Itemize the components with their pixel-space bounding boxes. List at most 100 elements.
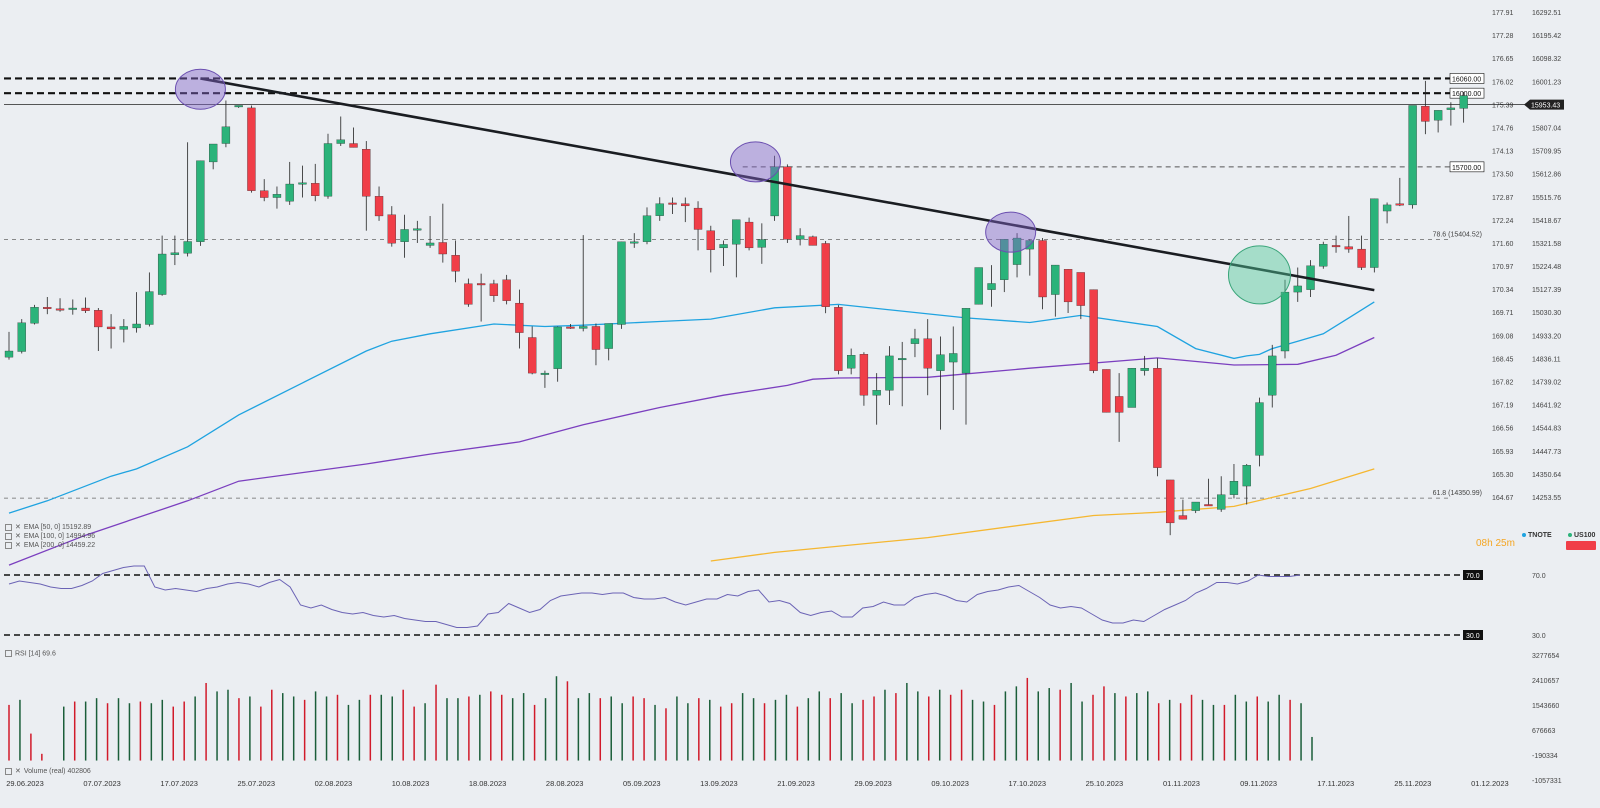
candle-body	[732, 219, 741, 245]
annotation-circle	[174, 68, 226, 110]
candle-body	[795, 235, 805, 240]
left-axis-tick: 170.34	[1492, 287, 1514, 294]
candle-body	[285, 183, 294, 202]
x-axis-tick: 29.09.2023	[854, 779, 892, 788]
level-label: 16060.00	[1452, 76, 1481, 83]
close-icon[interactable]: ✕	[15, 768, 21, 775]
candle-body	[553, 326, 562, 369]
x-axis-tick: 01.11.2023	[1163, 779, 1200, 788]
left-axis-tick: 172.87	[1492, 195, 1514, 202]
left-axis-tick: 172.24	[1492, 218, 1514, 225]
tnote-dot-icon	[1522, 533, 1526, 538]
right-axis-tick: 16001.23	[1532, 79, 1561, 86]
candle-body	[1076, 272, 1085, 306]
candle-body	[68, 307, 77, 310]
level-label: 15700.00	[1452, 165, 1481, 172]
rsi-label-text: RSI [14] 69.6	[15, 650, 56, 658]
candle-body	[323, 143, 333, 197]
candle-body	[1370, 198, 1379, 268]
volume-axis-tick: -190334	[1532, 753, 1558, 760]
candle-body	[744, 221, 754, 249]
rsi-line	[8, 565, 1301, 628]
left-axis-tick: 176.02	[1492, 79, 1514, 86]
legend-volume[interactable]: ✕ Volume (real) 402806	[5, 767, 91, 775]
left-axis-tick: 171.60	[1492, 241, 1514, 248]
candle-body	[783, 166, 792, 240]
legend-checkbox-icon[interactable]	[5, 650, 12, 657]
candle-body	[1178, 515, 1188, 520]
legend-checkbox-icon[interactable]	[5, 767, 12, 775]
left-axis-tick: 177.28	[1492, 33, 1514, 40]
candle-body	[579, 326, 588, 329]
candle-body	[196, 160, 205, 242]
close-icon[interactable]: ✕	[15, 533, 21, 540]
candle-body	[1331, 245, 1341, 248]
left-axis-tick: 166.56	[1492, 426, 1514, 433]
symbol-color-badge[interactable]	[1566, 541, 1596, 550]
candle-body	[17, 322, 26, 352]
right-axis-tick: 15030.30	[1532, 310, 1561, 317]
x-axis-tick: 18.08.2023	[469, 779, 507, 788]
candle-body	[808, 236, 818, 246]
legend-checkbox-icon[interactable]	[5, 532, 12, 540]
level-label: 78.6 (15404.52)	[1433, 231, 1482, 238]
candle-body	[438, 242, 447, 255]
right-axis-tick: 14933.20	[1532, 333, 1561, 340]
candle-body	[923, 338, 932, 369]
candle-body	[4, 350, 14, 358]
candle-body	[170, 252, 180, 255]
right-axis-panel	[1490, 0, 1600, 803]
candle-body	[591, 326, 601, 350]
candle-body	[1433, 110, 1443, 121]
right-axis-tick: 16098.32	[1532, 56, 1561, 63]
candle-body	[464, 283, 473, 305]
candle-body	[566, 326, 575, 329]
right-axis-tick: 15709.95	[1532, 149, 1561, 156]
candle-body	[515, 302, 524, 333]
x-axis-tick: 09.11.2023	[1240, 779, 1277, 788]
left-axis-tick: 176.65	[1492, 56, 1514, 63]
legend-checkbox-icon[interactable]	[5, 523, 12, 531]
close-icon[interactable]: ✕	[15, 524, 21, 531]
candle-body	[1114, 396, 1124, 413]
candle-body	[834, 307, 843, 371]
right-axis-tick: 15418.67	[1532, 218, 1561, 225]
right-axis-tick: 14447.73	[1532, 449, 1561, 456]
left-axis-tick: 169.71	[1492, 310, 1514, 317]
annotation-circle	[729, 141, 781, 183]
rsi-level-tag	[1463, 630, 1483, 640]
legend-ema100[interactable]: ✕ EMA [100, 0] 14994.96	[5, 532, 95, 540]
legend-ema50[interactable]: ✕ EMA [50, 0] 15192.89	[5, 523, 91, 531]
symbol-tnote[interactable]: TNOTE	[1522, 532, 1552, 539]
candle-body	[681, 203, 690, 207]
candle-body	[1140, 368, 1149, 371]
x-axis-tick: 07.07.2023	[83, 779, 121, 788]
candle-body	[885, 355, 894, 391]
candle-body	[221, 126, 231, 144]
candle-body	[872, 390, 881, 396]
candle-body	[106, 326, 116, 330]
legend-checkbox-icon[interactable]	[5, 541, 12, 549]
candle-body	[260, 190, 269, 198]
candle-body	[362, 149, 371, 197]
candle-body	[1229, 481, 1239, 495]
candle-body	[183, 241, 192, 254]
candle-body	[1446, 107, 1456, 110]
legend-rsi[interactable]: RSI [14] 69.6	[5, 650, 56, 657]
symbol-us100[interactable]: US100	[1568, 532, 1595, 539]
candle-body	[847, 355, 856, 369]
candle-body	[247, 107, 256, 191]
legend-ema200[interactable]: ✕ EMA [200, 0] 14459.22	[5, 541, 95, 549]
rsi-level-label: 30.0	[1466, 633, 1480, 640]
left-axis-tick: 168.45	[1492, 356, 1514, 363]
candle-body	[145, 291, 154, 325]
legend-ema100-text: EMA [100, 0] 14994.96	[23, 533, 96, 540]
close-icon[interactable]: ✕	[15, 542, 21, 549]
ema-line	[8, 301, 1375, 514]
candle-body	[630, 241, 639, 244]
rsi-level-tag	[1463, 570, 1483, 580]
candle-body	[859, 354, 869, 396]
candle-body	[1242, 465, 1251, 487]
symbol-tnote-text: TNOTE	[1528, 532, 1552, 539]
